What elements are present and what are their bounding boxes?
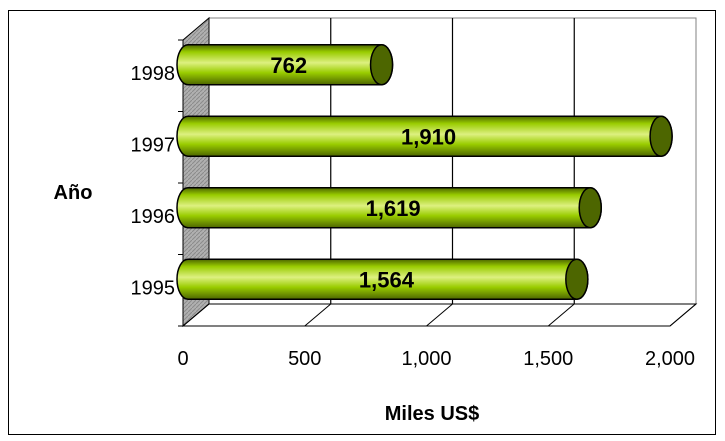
y-tick-label: 1995 — [131, 277, 176, 299]
y-tick-label: 1998 — [131, 63, 176, 85]
bar-end-cap — [369, 44, 394, 86]
x-tick-label: 1,000 — [401, 348, 451, 370]
bar-1998: 762 — [176, 44, 394, 86]
bar-end-cap — [565, 258, 589, 300]
bar-end-cap — [578, 187, 602, 229]
x-tick-label: 2,000 — [645, 348, 695, 370]
x-axis: 0 500 1,000 1,500 2,000 — [177, 348, 695, 370]
bar-1997: 1,910 — [176, 115, 673, 157]
floor-gridline — [547, 303, 575, 327]
x-axis-title: Miles US$ — [385, 403, 479, 425]
x-tick-label: 1,500 — [523, 348, 573, 370]
y-axis-title: Año — [54, 182, 93, 204]
data-label: 1,564 — [359, 267, 415, 292]
bars: 762 1,910 1,619 1,564 — [176, 44, 673, 300]
y-axis-labels: 1998 1997 1996 1995 — [131, 63, 176, 300]
floor-gridline — [304, 303, 332, 327]
y-tick-label: 1996 — [131, 206, 176, 228]
floor-gridline — [669, 303, 697, 327]
floor-gridline — [426, 303, 453, 327]
floor-gridline — [182, 303, 210, 327]
x-tick-label: 0 — [177, 348, 188, 370]
bar-end-cap — [649, 115, 673, 157]
bar-1995: 1,564 — [176, 258, 589, 300]
gridlines — [182, 18, 697, 327]
y-tick-label: 1997 — [131, 134, 176, 156]
x-tick-label: 500 — [288, 348, 321, 370]
data-label: 1,910 — [401, 124, 456, 149]
data-label: 762 — [270, 53, 307, 78]
bar-1996: 1,619 — [176, 187, 602, 229]
data-label: 1,619 — [366, 196, 421, 221]
